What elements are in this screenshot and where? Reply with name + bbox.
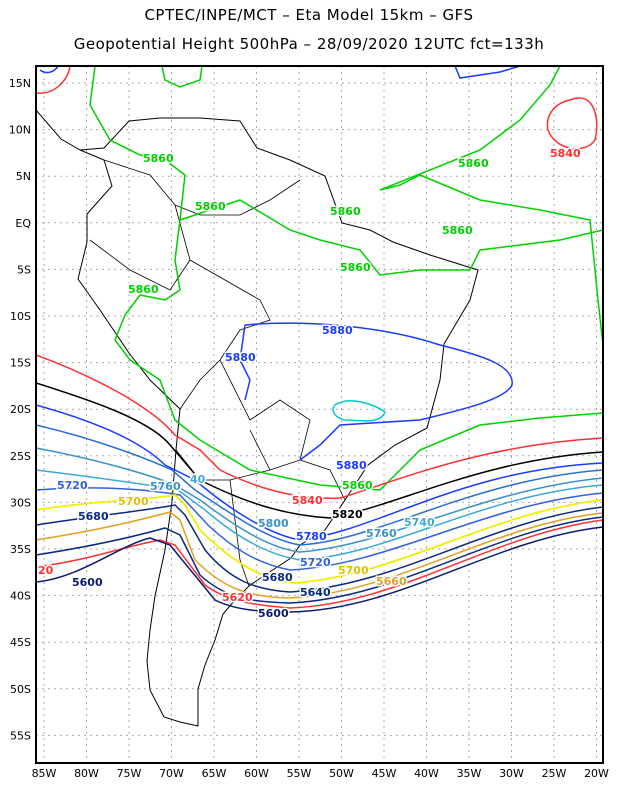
lon-tick-label: 75W — [117, 767, 142, 780]
lat-tick-label: 35S — [10, 543, 31, 556]
contour-label: 5860 — [442, 224, 473, 237]
lon-tick-label: 50W — [329, 767, 354, 780]
lon-tick-label: 20W — [584, 767, 609, 780]
lon-tick-label: 70W — [159, 767, 184, 780]
contour-5900 — [332, 400, 386, 422]
contour-label: 5720 — [300, 556, 331, 569]
lon-tick-label: 40W — [414, 767, 439, 780]
contour-5740 — [36, 469, 603, 561]
lat-tick-label: 45S — [10, 636, 31, 649]
lat-tick-label: 15S — [10, 357, 31, 370]
lat-tick-label: 5N — [16, 170, 31, 183]
contour-5660 — [36, 511, 603, 599]
lon-tick-label: 85W — [32, 767, 57, 780]
lon-tick-label: 80W — [74, 767, 99, 780]
contour-5880 — [239, 322, 513, 461]
contour-label: 5640 — [300, 586, 331, 599]
contour-5640 — [36, 516, 603, 604]
contour-label: 5820 — [332, 508, 363, 521]
contour-label: 5860 — [195, 200, 226, 213]
lat-tick-label: 20S — [10, 403, 31, 416]
contour-low-nw-inner — [39, 66, 59, 74]
contour-5880-ne — [454, 66, 521, 79]
contour-5700 — [36, 494, 603, 584]
lon-tick-label: 25W — [542, 767, 567, 780]
lat-tick-label: 10N — [9, 124, 31, 137]
contour-5800 — [36, 404, 603, 541]
lat-tick-label: 25S — [10, 450, 31, 463]
contour-labels: 5860 5860 5860 5860 5860 5860 5860 5860 … — [37, 146, 583, 622]
contour-5840-ne — [546, 97, 598, 150]
grid-lines — [36, 66, 603, 763]
contour-label: 5660 — [376, 575, 407, 588]
lon-tick-label: 65W — [202, 767, 227, 780]
contour-5600 — [36, 526, 603, 613]
south-america-coastline — [36, 109, 479, 727]
contour-5720 — [36, 487, 603, 571]
contour-label: 5860 — [340, 261, 371, 274]
axis-ticks: 85W 80W 75W 70W 65W 60W 55W 50W 45W 40W 35W 30W 25W 2… — [9, 77, 609, 780]
contour-label: 5880 — [225, 351, 256, 364]
lon-tick-label: 60W — [244, 767, 269, 780]
contour-label: 5740 — [404, 516, 435, 529]
contour-label: 5880 — [336, 459, 367, 472]
title-line-1: CPTEC/INPE/MCT – Eta Model 15km – GFS — [144, 6, 474, 24]
contour-label: 5760 — [366, 527, 397, 540]
title-line-2: Geopotential Height 500hPa – 28/09/2020 … — [73, 35, 545, 53]
contour-label: 20 — [38, 564, 54, 577]
country-borders — [89, 159, 346, 587]
contour-label: 5880 — [322, 324, 353, 337]
contour-label: 5860 — [143, 152, 174, 165]
lat-tick-label: 10S — [10, 310, 31, 323]
contour-5860-ne — [379, 66, 603, 346]
contour-label: 5600 — [72, 576, 103, 589]
contour-low-nw — [36, 66, 71, 94]
contour-label: 5720 — [57, 479, 88, 492]
plot-frame — [35, 65, 604, 764]
contour-label: 5700 — [118, 495, 149, 508]
lon-tick-label: 45W — [372, 767, 397, 780]
contour-5680 — [36, 504, 603, 593]
lat-tick-label: 30S — [10, 496, 31, 509]
contour-label: 40 — [190, 473, 206, 486]
contour-5820 — [36, 382, 603, 519]
contour-label: 5860 — [342, 479, 373, 492]
contour-label: 5760 — [150, 480, 181, 493]
contour-label: 5860 — [330, 205, 361, 218]
lat-tick-label: EQ — [15, 217, 31, 230]
contour-label: 5860 — [128, 283, 159, 296]
lon-tick-label: 35W — [457, 767, 482, 780]
lat-tick-label: 55S — [10, 729, 31, 742]
lat-tick-label: 15N — [9, 77, 31, 90]
contour-5860-north — [179, 199, 603, 276]
contour-5780 — [36, 424, 603, 546]
lat-tick-label: 5S — [17, 263, 31, 276]
contour-label: 5840 — [550, 147, 581, 160]
lon-tick-label: 30W — [499, 767, 524, 780]
contour-5860-top — [161, 66, 203, 88]
contour-label: 5860 — [458, 157, 489, 170]
contour-label: 5700 — [338, 564, 369, 577]
contour-label: 5600 — [258, 607, 289, 620]
contour-5760 — [36, 447, 603, 553]
contour-label: 5680 — [78, 510, 109, 523]
lon-tick-label: 55W — [287, 767, 312, 780]
contour-label: 5620 — [222, 591, 253, 604]
contour-label: 5840 — [292, 494, 323, 507]
contour-label: 5780 — [296, 530, 327, 543]
contour-label: 5680 — [262, 571, 293, 584]
lat-tick-label: 50S — [10, 683, 31, 696]
contour-5620 — [36, 519, 603, 609]
lat-tick-label: 40S — [10, 590, 31, 603]
contour-label: 5800 — [258, 517, 289, 530]
contour-5840 — [36, 354, 603, 500]
